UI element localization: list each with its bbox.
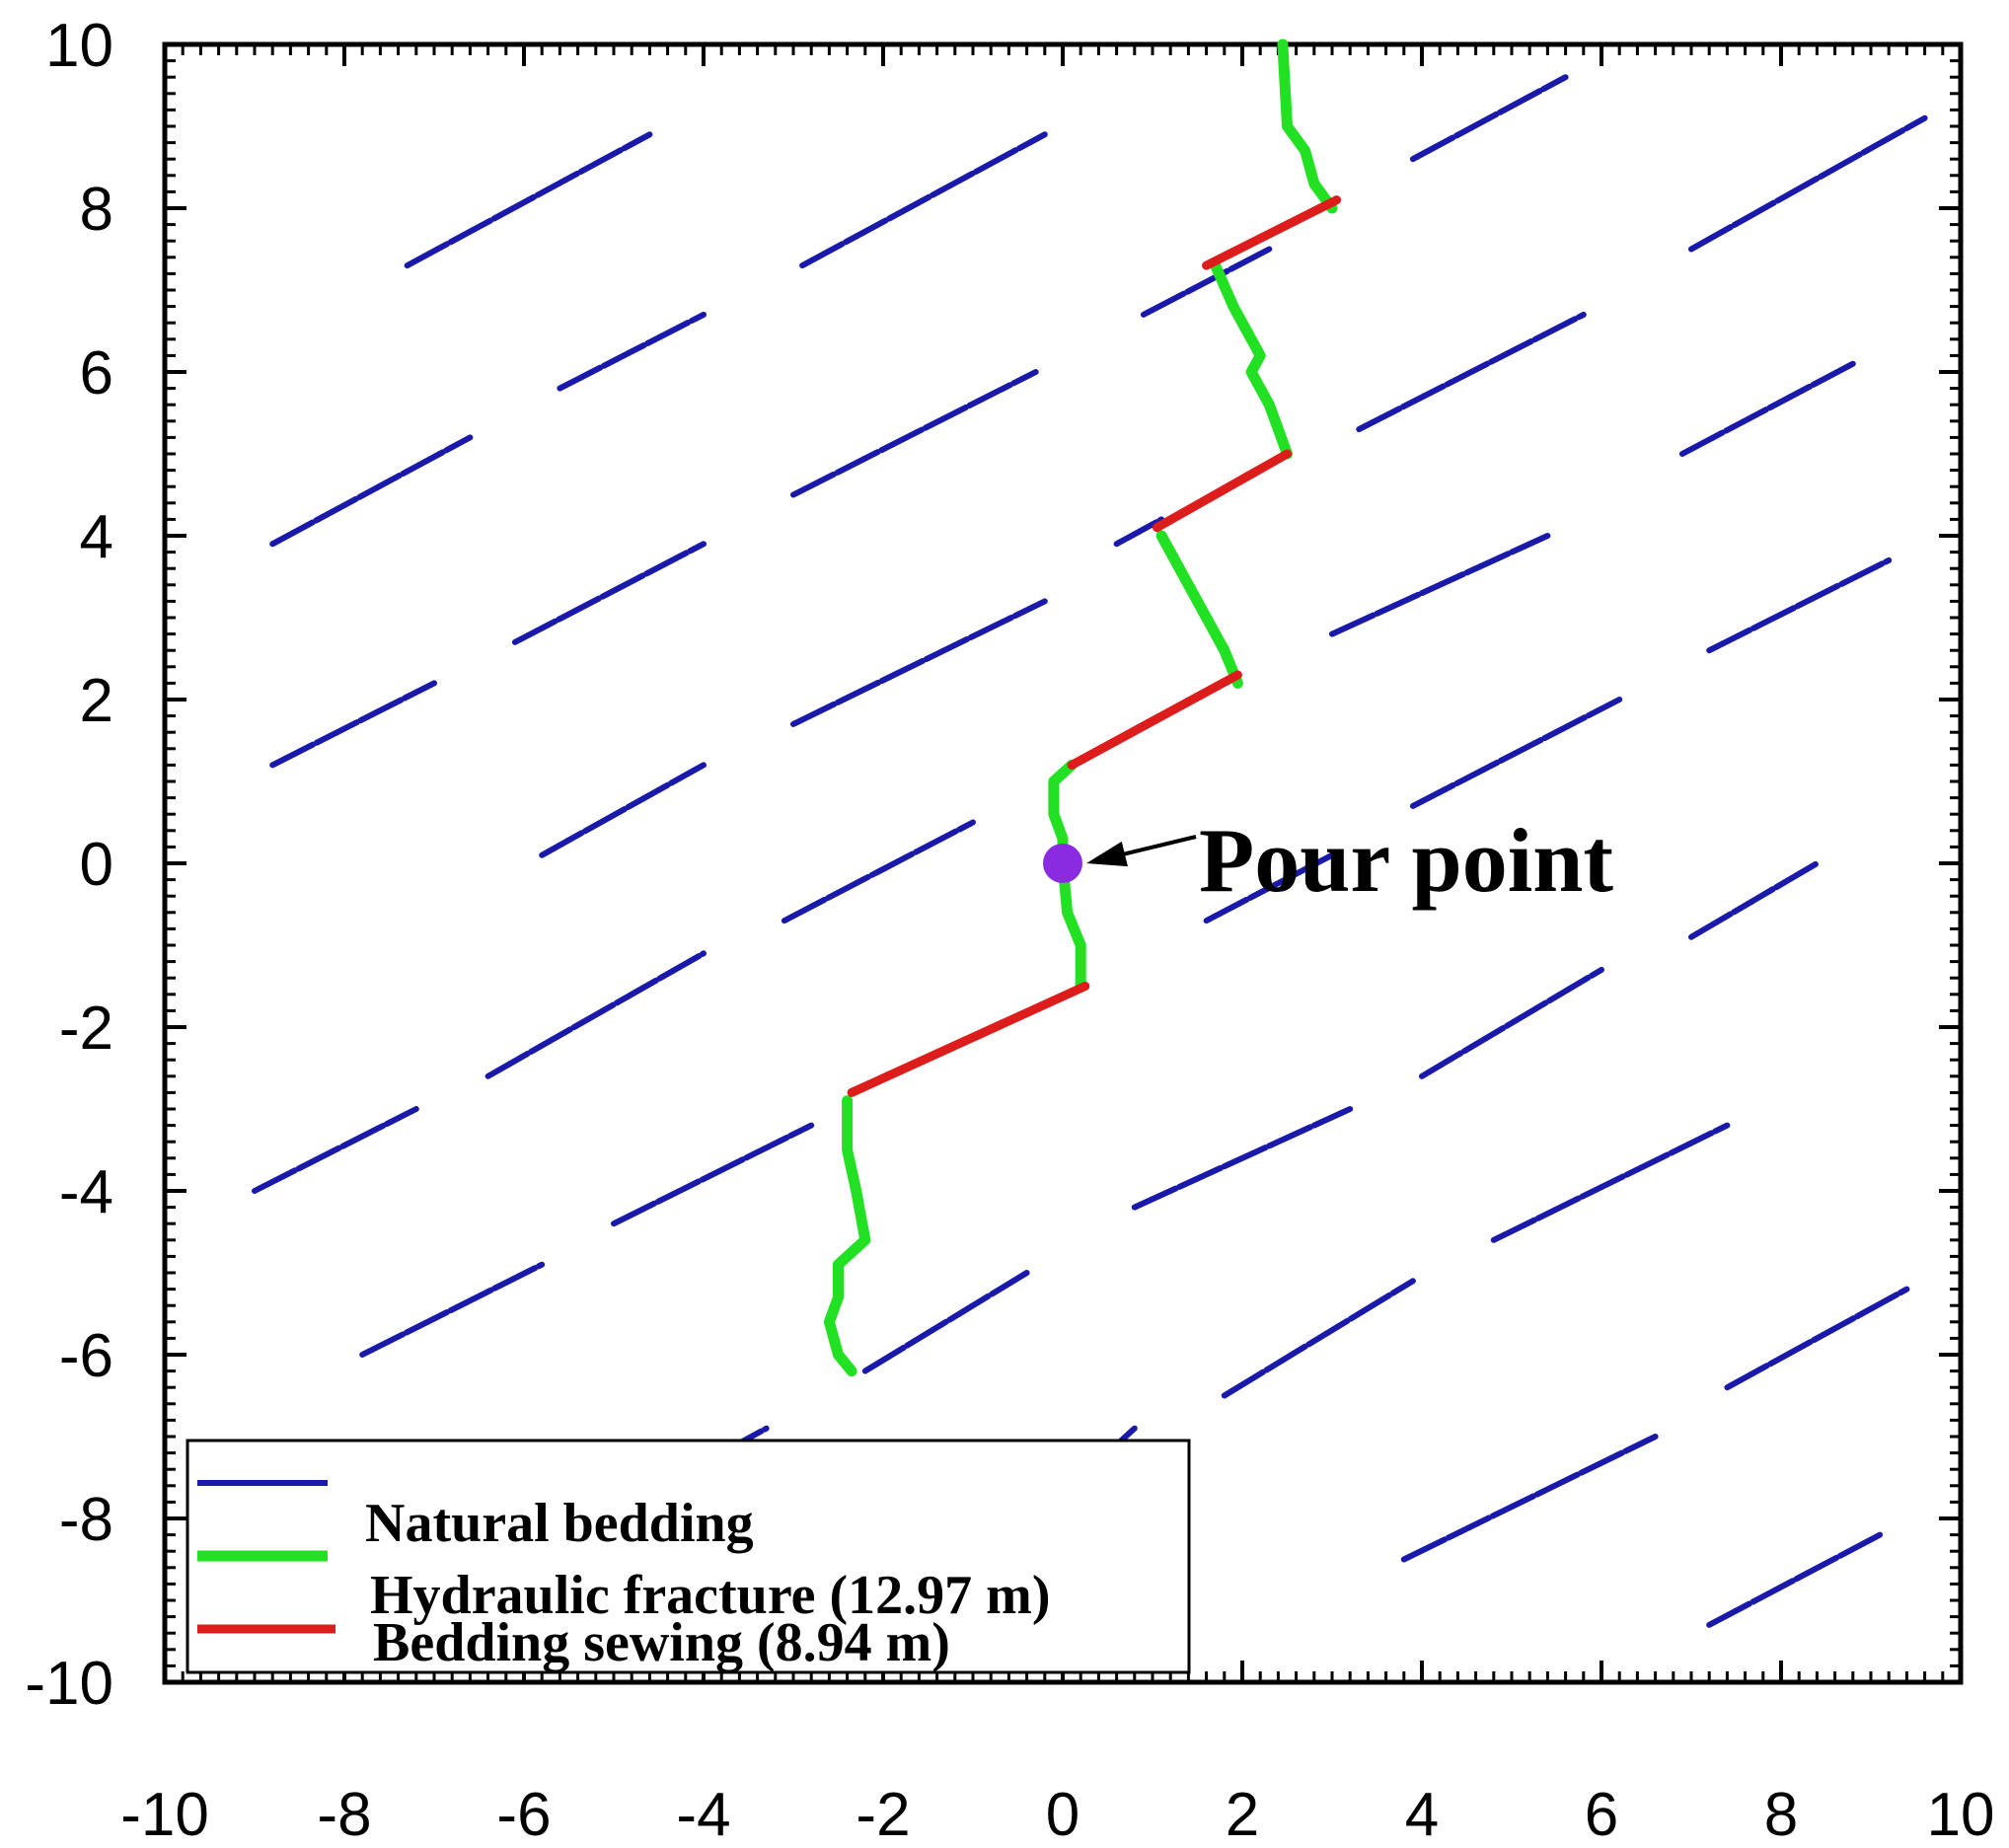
bedding-sewing-segment (1067, 670, 1242, 770)
natural-bedding-segment (252, 1106, 419, 1194)
x-tick-label: 8 (1764, 1781, 1798, 1848)
natural-bedding-segment (1409, 74, 1569, 163)
x-tick-label: -4 (676, 1781, 730, 1848)
natural-bedding-segment (269, 680, 437, 769)
pour-point-marker (1043, 844, 1082, 883)
natural-bedding-segment (790, 369, 1039, 498)
y-tick-label: -6 (59, 1322, 113, 1390)
x-tick-label: -6 (496, 1781, 551, 1848)
x-tick-label: -8 (317, 1781, 371, 1848)
natural-bedding-segment (611, 1122, 815, 1227)
legend: Natural bedding Hydraulic fracture (12.9… (186, 1439, 1191, 1674)
y-tick-label: 2 (80, 667, 113, 735)
natural-bedding-segment (1419, 966, 1604, 1079)
hydraulic-fracture-segment (1155, 530, 1243, 689)
natural-bedding-segment (1678, 360, 1856, 457)
y-tick-label: 10 (45, 12, 113, 80)
natural-bedding-segment (1724, 1286, 1910, 1391)
natural-bedding-segment (1706, 556, 1893, 654)
plot-area: Pour point (162, 38, 1964, 1685)
legend-label-natural-bedding: Natural bedding (365, 1493, 754, 1554)
natural-bedding-segment (539, 762, 707, 858)
natural-bedding-segment (790, 598, 1048, 727)
x-tick-label: 2 (1226, 1781, 1259, 1848)
natural-bedding-segment (861, 1270, 1030, 1374)
y-tick-label: 6 (80, 339, 113, 407)
x-tick-label: -10 (120, 1781, 209, 1848)
natural-bedding-segment (1688, 114, 1928, 253)
natural-bedding-segment (1221, 1278, 1416, 1399)
x-tick-label: 6 (1585, 1781, 1618, 1848)
y-tick-label: -2 (59, 995, 113, 1063)
y-axis-tick-labels: 10 8 6 4 2 0 -2 -4 -6 -8 -10 (25, 12, 113, 1718)
bedding-sewing-series (847, 195, 1342, 1097)
bedding-sewing-segment (1153, 449, 1292, 533)
legend-label-bedding-sewing: Bedding sewing (8.94 m) (373, 1612, 950, 1673)
bedding-sewing-segment (1202, 195, 1342, 270)
natural-bedding-segment (359, 1261, 546, 1358)
y-tick-label: -8 (59, 1486, 113, 1554)
natural-bedding-segment (781, 819, 976, 924)
natural-bedding-segment (1688, 860, 1821, 940)
legend-label-hydraulic-fracture: Hydraulic fracture (12.97 m) (370, 1565, 1050, 1626)
bedding-sewing-segment (847, 982, 1090, 1097)
natural-bedding-segment (799, 131, 1048, 269)
natural-bedding-segment (557, 311, 707, 392)
natural-bedding-segment (484, 950, 707, 1079)
natural-bedding-segment (1400, 1434, 1659, 1563)
pour-point-arrowhead (1086, 841, 1128, 867)
natural-bedding-segment (404, 131, 653, 269)
hydraulic-fracture-segment (823, 1095, 871, 1377)
natural-bedding-segment (1140, 246, 1273, 318)
natural-bedding-segment (1356, 311, 1587, 433)
y-tick-label: 0 (80, 831, 113, 899)
natural-bedding-segment (1113, 516, 1165, 548)
pour-point-label: Pour point (1199, 810, 1613, 911)
natural-bedding-series (252, 74, 1928, 1628)
hydraulic-fracture-segment (1277, 38, 1338, 214)
x-tick-label: 0 (1046, 1781, 1079, 1848)
natural-bedding-segment (1131, 1106, 1354, 1211)
natural-bedding-segment (269, 434, 474, 548)
natural-bedding-segment (1329, 533, 1551, 637)
y-tick-label: -10 (25, 1650, 113, 1718)
x-tick-label: -2 (856, 1781, 910, 1848)
y-tick-label: 4 (80, 503, 113, 571)
natural-bedding-segment (1706, 1531, 1884, 1628)
y-tick-label: -4 (59, 1158, 113, 1226)
natural-bedding-segment (511, 541, 707, 645)
natural-bedding-segment (1203, 851, 1335, 924)
x-tick-label: 4 (1405, 1781, 1439, 1848)
y-tick-label: 8 (80, 176, 113, 244)
x-axis-tick-labels: -10 -8 -6 -4 -2 0 2 4 6 8 10 (120, 1781, 1994, 1848)
hydraulic-fracture-segment (1210, 259, 1293, 460)
natural-bedding-segment (1490, 1122, 1731, 1243)
x-tick-label: 10 (1927, 1781, 1995, 1848)
pour-point-annotation: Pour point (1043, 810, 1613, 911)
legend-box (186, 1439, 1191, 1674)
natural-bedding-segment (1409, 697, 1623, 809)
